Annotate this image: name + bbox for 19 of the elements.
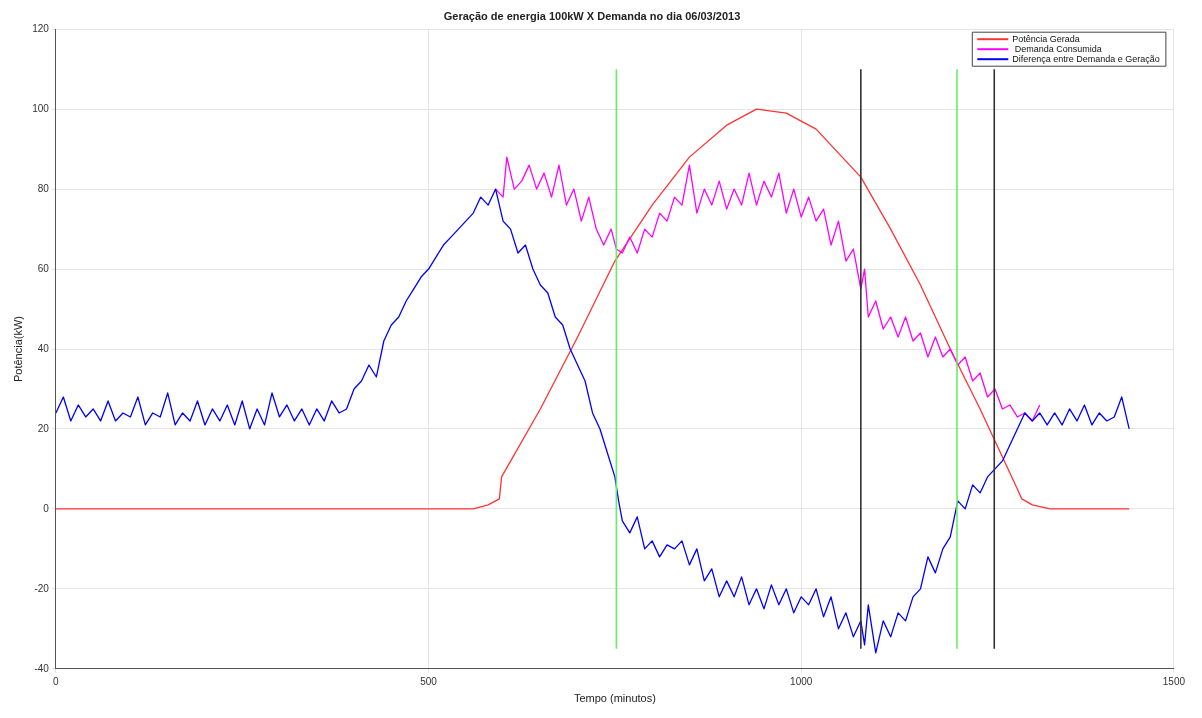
y-tick-label: 40 bbox=[37, 342, 50, 354]
y-axis-title: Potência(kW) bbox=[11, 315, 24, 383]
x-tick-label: 500 bbox=[420, 675, 438, 687]
chart-title: Geração de energia 100kW X Demanda no dia 06/03/2013 bbox=[443, 9, 741, 22]
x-tick-label: 1500 bbox=[1162, 675, 1186, 687]
y-tick-label: 120 bbox=[32, 22, 50, 34]
x-tick-label: 0 bbox=[53, 675, 60, 687]
x-axis-title: Tempo (minutos) bbox=[573, 692, 656, 705]
y-tick-label: 100 bbox=[32, 102, 50, 114]
y-tick-label: 20 bbox=[37, 422, 50, 434]
y-tick-label: 0 bbox=[43, 502, 50, 514]
legend-label: Demanda Consumida bbox=[1012, 43, 1102, 54]
legend-label: Potência Gerada bbox=[1012, 33, 1080, 44]
legend-label: Diferença entre Demanda e Geração bbox=[1012, 53, 1160, 64]
y-tick-label: -20 bbox=[34, 582, 50, 594]
x-tick-label: 1000 bbox=[790, 675, 813, 687]
y-tick-label: 80 bbox=[37, 182, 50, 194]
y-tick-label: -40 bbox=[34, 662, 50, 674]
y-tick-label: 60 bbox=[37, 262, 50, 274]
